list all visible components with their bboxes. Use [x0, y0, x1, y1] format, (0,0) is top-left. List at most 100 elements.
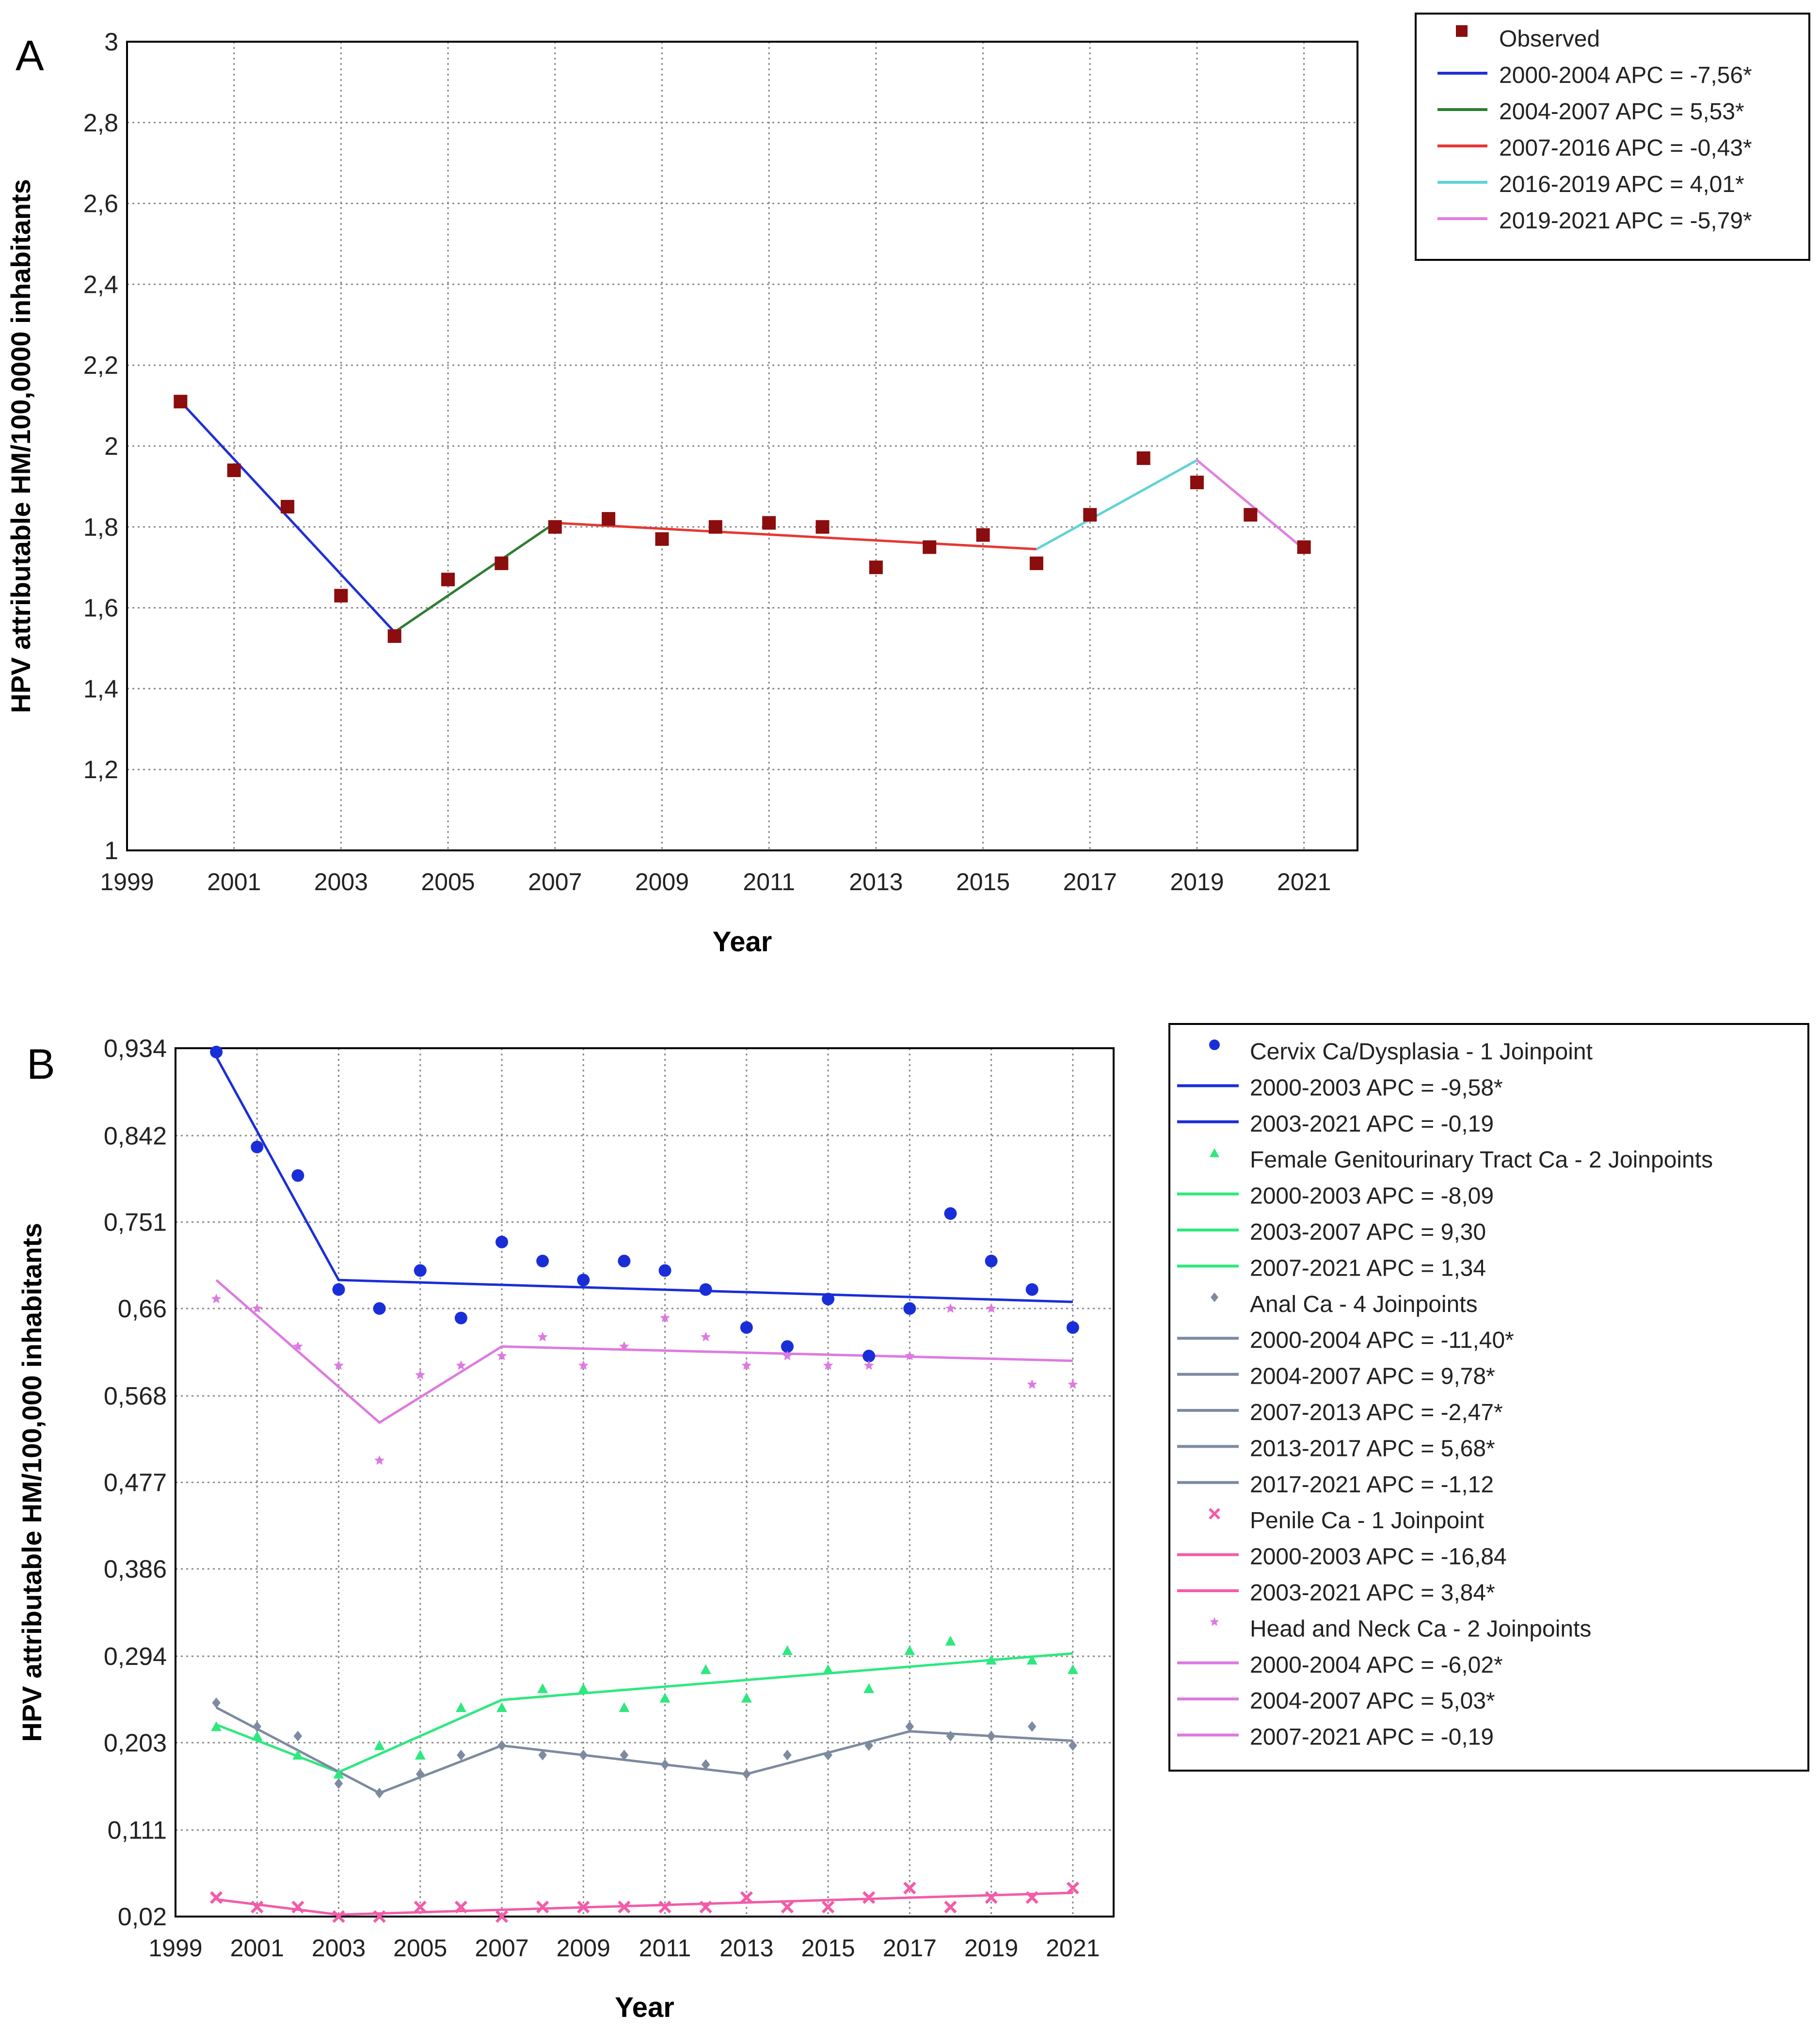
observed-point	[291, 1901, 304, 1914]
x-tick-label: 1999	[100, 868, 154, 895]
panel-a-legend: Observed 2000-2004 APC = -7,56* 2004-2007 …	[1415, 13, 1810, 261]
y-tick-label: 2,6	[83, 190, 118, 218]
x-tick-label: 2009	[635, 868, 689, 895]
observed-point	[1068, 1379, 1078, 1389]
y-tick-label: 0,477	[104, 1469, 167, 1497]
observed-point	[211, 1294, 222, 1304]
y-tick-label: 0,751	[104, 1209, 167, 1237]
y-tick-label: 0,386	[104, 1555, 167, 1583]
panel-b-y-axis-label: HPV attributable HM/100,000 inhabitants	[16, 1223, 47, 1742]
panel-a-y-axis-label: HPV attributable HM/100,0000 inhabitants	[5, 179, 36, 713]
legend-entry-label: Observed	[1499, 26, 1600, 52]
observed-point	[923, 540, 937, 554]
observed-point	[495, 556, 509, 570]
observed-point	[699, 1283, 712, 1296]
observed-point	[823, 1664, 834, 1674]
observed-point	[536, 1254, 549, 1267]
observed-point	[659, 1693, 671, 1703]
observed-point	[740, 1321, 753, 1334]
x-tick-label: 2019	[964, 1934, 1018, 1962]
observed-point	[986, 1654, 997, 1665]
panel-a-observed-points	[174, 395, 1311, 643]
observed-point	[536, 1901, 549, 1914]
x-tick-label: 2001	[230, 1934, 284, 1962]
observed-point	[415, 1769, 425, 1780]
observed-point	[211, 1721, 222, 1731]
y-tick-label: 0,66	[118, 1295, 167, 1323]
y-tick-label: 0,842	[104, 1122, 167, 1150]
observed-point	[708, 520, 722, 534]
legend-series-marker	[1210, 1617, 1219, 1626]
legend-entry-label: 2007-2016 APC = -0,43*	[1499, 135, 1752, 161]
observed-point	[602, 512, 616, 526]
legend-segment-label: 2000-2003 APC = -9,58*	[1250, 1075, 1503, 1101]
observed-point	[496, 1702, 508, 1712]
y-tick-label: 2,8	[83, 109, 118, 137]
panel-b-x-tick-labels: 1999 2001 2003 2005 2007 2009 2011 2013 2015 2017…	[148, 1934, 1100, 1962]
observed-point	[1136, 451, 1150, 465]
x-tick-label: 2007	[475, 1934, 528, 1962]
x-tick-label: 2003	[314, 868, 368, 895]
x-tick-label: 2019	[1170, 868, 1224, 895]
observed-point	[577, 1901, 590, 1914]
panel-a-x-axis-label: Year	[713, 926, 772, 958]
legend-observed-marker	[1456, 25, 1468, 37]
observed-point	[414, 1264, 427, 1277]
legend-segment-label: 2003-2007 APC = 9,30	[1250, 1219, 1486, 1245]
observed-point	[655, 532, 669, 546]
y-tick-label: 0,294	[104, 1643, 167, 1671]
trend-segment	[1196, 459, 1305, 550]
observed-point	[454, 1901, 468, 1914]
panel-b-x-axis-label: Year	[615, 1992, 674, 2023]
x-tick-label: 2003	[312, 1934, 366, 1962]
y-tick-label: 1,4	[83, 675, 118, 703]
observed-point	[987, 1730, 996, 1742]
observed-point	[497, 1740, 506, 1751]
observed-point	[781, 1901, 794, 1914]
observed-point	[869, 560, 883, 575]
observed-point	[1083, 508, 1097, 522]
x-tick-label: 2013	[849, 868, 903, 895]
observed-point	[457, 1749, 465, 1760]
y-tick-label: 1,8	[83, 513, 118, 542]
observed-point	[863, 1360, 874, 1370]
y-tick-label: 2,2	[83, 352, 118, 380]
observed-point	[548, 520, 562, 534]
x-tick-label: 1999	[148, 1934, 202, 1962]
legend-segment-label: 2004-2007 APC = 9,78*	[1250, 1364, 1495, 1390]
observed-point	[251, 1901, 264, 1914]
trend-line	[216, 1652, 1073, 1774]
observed-point	[415, 1370, 426, 1379]
observed-point	[455, 1702, 466, 1712]
observed-point	[292, 1749, 303, 1760]
observed-point	[620, 1749, 629, 1760]
observed-point	[332, 1910, 345, 1923]
panel-b-observed-points	[209, 1045, 1080, 1923]
observed-point	[1190, 476, 1204, 490]
observed-point	[334, 1778, 343, 1789]
trend-segment	[394, 522, 556, 633]
legend-segment-label: 2000-2003 APC = -8,09	[1250, 1183, 1494, 1209]
trend-segment	[555, 521, 1037, 551]
panel-b-legend: Cervix Ca/Dysplasia - 1 Joinpoint 2000-20…	[1168, 1023, 1809, 1772]
observed-point	[496, 1350, 507, 1360]
observed-point	[292, 1341, 303, 1351]
legend-series-label: Penile Ca - 1 Joinpoint	[1250, 1508, 1484, 1534]
y-tick-label: 0,02	[118, 1903, 167, 1931]
observed-point	[700, 1664, 711, 1674]
legend-segment-label: 2003-2021 APC = -0,19	[1250, 1111, 1494, 1137]
observed-point	[454, 1311, 467, 1325]
observed-point	[1066, 1321, 1079, 1334]
observed-point	[1067, 1664, 1078, 1674]
observed-point	[414, 1901, 427, 1914]
legend-series-label: Cervix Ca/Dysplasia - 1 Joinpoint	[1250, 1039, 1593, 1065]
y-tick-label: 2,4	[83, 271, 118, 299]
y-tick-label: 1	[104, 837, 118, 865]
observed-point	[579, 1749, 588, 1760]
observed-point	[1029, 556, 1043, 570]
observed-point	[619, 1702, 630, 1712]
observed-point	[577, 1274, 590, 1287]
observed-point	[1026, 1654, 1038, 1665]
legend-segment-label: 2007-2021 APC = -0,19	[1250, 1725, 1494, 1750]
legend-box	[1168, 1023, 1809, 1772]
